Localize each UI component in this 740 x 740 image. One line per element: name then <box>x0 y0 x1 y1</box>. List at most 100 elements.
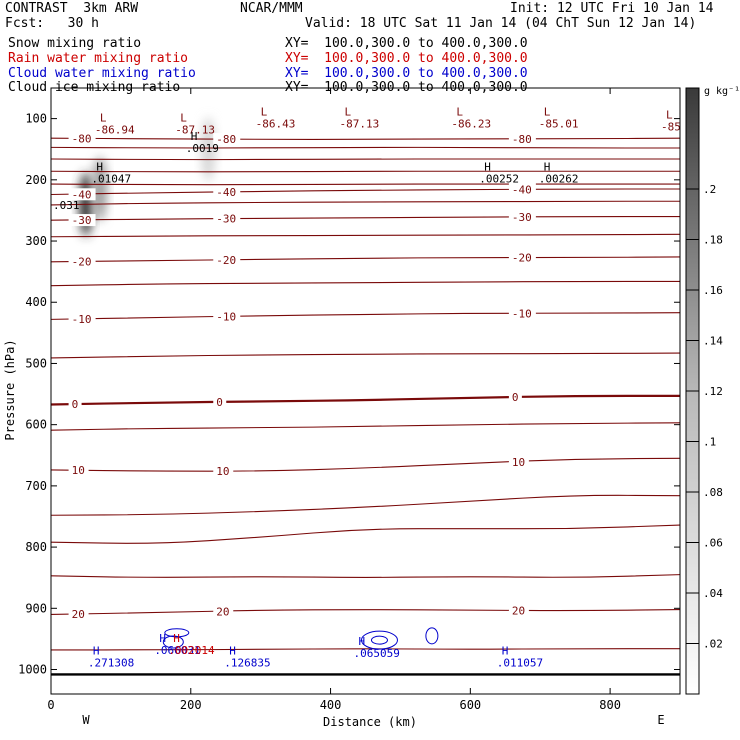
extremum-value: .002014 <box>168 644 215 657</box>
cloud-water-contour-4 <box>164 628 190 638</box>
extremum-value: -87.13 <box>340 118 380 131</box>
extremum-H: H <box>159 632 166 645</box>
y-tick-label: 900 <box>25 601 47 615</box>
cloud-water-contour-1 <box>360 630 398 650</box>
isotherm-3 <box>51 170 680 173</box>
snow-shade-1 <box>92 157 107 221</box>
colorbar-tick-label: .04 <box>703 587 723 600</box>
isotherm-label-bg <box>68 188 96 201</box>
y-tick-label: 400 <box>25 295 47 309</box>
extremum-value: .126835 <box>224 656 270 669</box>
isotherm-16 <box>51 494 680 516</box>
extremum-H: H <box>229 644 236 657</box>
isotherm-label-bg <box>68 608 89 621</box>
isotherm-label: 10 <box>512 456 525 469</box>
isotherm-13 <box>51 394 680 406</box>
extremum-value: .0019 <box>186 142 219 155</box>
extremum-value: .066031 <box>154 644 200 657</box>
isotherm-label: -10 <box>512 307 532 320</box>
extremum-L: L <box>345 106 352 119</box>
colorbar-tick-label: .16 <box>703 284 723 297</box>
isotherm-label: 0 <box>512 391 519 404</box>
x-tick-label: 600 <box>459 698 481 712</box>
isotherm-label-bg <box>508 307 536 320</box>
colorbar-tick-label: .08 <box>703 486 723 499</box>
isotherm-1 <box>51 146 680 149</box>
isotherm-label-bg <box>68 214 96 227</box>
field-snow-xy: XY= 100.0,300.0 to 400.0,300.0 <box>285 36 528 51</box>
isotherm-label-bg <box>213 396 227 409</box>
isotherm-4 <box>51 183 680 186</box>
isotherm-label: 20 <box>216 605 229 618</box>
extremum-H: H <box>191 130 198 143</box>
extremum-value: .065059 <box>354 647 400 660</box>
extremum-value: -85.01 <box>539 118 579 131</box>
isotherm-label: -10 <box>216 311 236 324</box>
extremum-H: H <box>96 161 103 174</box>
isotherm-label: -20 <box>216 254 236 267</box>
x-tick-label: 800 <box>599 698 621 712</box>
x-axis-label: Distance (km) <box>323 715 417 729</box>
isotherm-label-bg <box>508 391 522 404</box>
cloud-water-contour-2 <box>370 635 388 645</box>
isotherm-label-bg <box>213 212 241 225</box>
isotherm-label: -80 <box>216 133 236 146</box>
extremum-value: .031 <box>53 199 80 212</box>
extremum-H: H <box>484 161 491 174</box>
isotherm-label-bg <box>508 455 529 468</box>
extremum-value: .00262 <box>539 173 579 186</box>
isotherm-label: -30 <box>72 214 92 227</box>
isotherm-label: 0 <box>216 396 223 409</box>
east-label: E <box>657 713 664 727</box>
isotherm-15 <box>51 457 680 472</box>
extremum-value: -86.23 <box>451 118 491 131</box>
isotherm-label-bg <box>508 132 536 145</box>
isotherm-label-bg <box>68 255 96 268</box>
isotherm-9 <box>51 256 680 263</box>
isotherm-label: 10 <box>72 464 85 477</box>
extremum-value: .01047 <box>91 173 131 186</box>
isotherm-label-bg <box>508 604 529 617</box>
isotherm-label-bg <box>68 132 96 145</box>
isotherm-label: -10 <box>72 313 92 326</box>
colorbar-tick-label: .12 <box>703 385 723 398</box>
isotherm-label: -30 <box>216 213 236 226</box>
isotherm-label-bg <box>68 398 82 411</box>
isotherm-label-bg <box>213 465 234 478</box>
isotherm-label: -80 <box>72 132 92 145</box>
extremum-value: -86.43 <box>256 118 296 131</box>
y-tick-label: 300 <box>25 234 47 248</box>
y-tick-label: 200 <box>25 173 47 187</box>
model-title: CONTRAST 3km ARW <box>5 1 139 16</box>
extremum-value: -86.94 <box>95 124 135 137</box>
plot-frame <box>50 87 681 695</box>
colorbar-tick-label: .02 <box>703 638 723 651</box>
extremum-value: .271308 <box>88 656 134 669</box>
isotherm-12 <box>51 352 680 359</box>
isotherm-label: 20 <box>72 608 85 621</box>
isotherm-label-bg <box>213 310 241 323</box>
x-tick-label: 400 <box>320 698 342 712</box>
y-tick-label: 100 <box>25 112 47 126</box>
y-tick-label: 1000 <box>18 663 47 677</box>
isotherm-label: -20 <box>512 252 532 265</box>
init-time: Init: 12 UTC Fri 10 Jan 14 <box>510 1 714 16</box>
isotherm-label: -20 <box>72 256 92 269</box>
y-tick-label: 500 <box>25 356 47 370</box>
extremum-L: L <box>544 106 551 119</box>
isotherm-label: -40 <box>512 183 532 196</box>
isotherm-label-bg <box>213 254 241 267</box>
colorbar-unit: g kg⁻¹ <box>704 86 740 97</box>
cloud-water-contour-3 <box>425 627 439 645</box>
isotherm-label: -30 <box>512 211 532 224</box>
isotherm-8 <box>51 233 680 238</box>
field-cloudwater-xy: XY= 100.0,300.0 to 400.0,300.0 <box>285 66 528 81</box>
colorbar-tick-label: .2 <box>703 183 716 196</box>
extremum-value: -85 <box>661 121 681 134</box>
forecast-hour: Fcst: 30 h <box>5 16 99 31</box>
x-tick-label: 0 <box>47 698 54 712</box>
isotherm-20 <box>51 648 680 651</box>
extremum-value: -87.13 <box>175 124 215 137</box>
isotherm-18 <box>51 574 680 578</box>
